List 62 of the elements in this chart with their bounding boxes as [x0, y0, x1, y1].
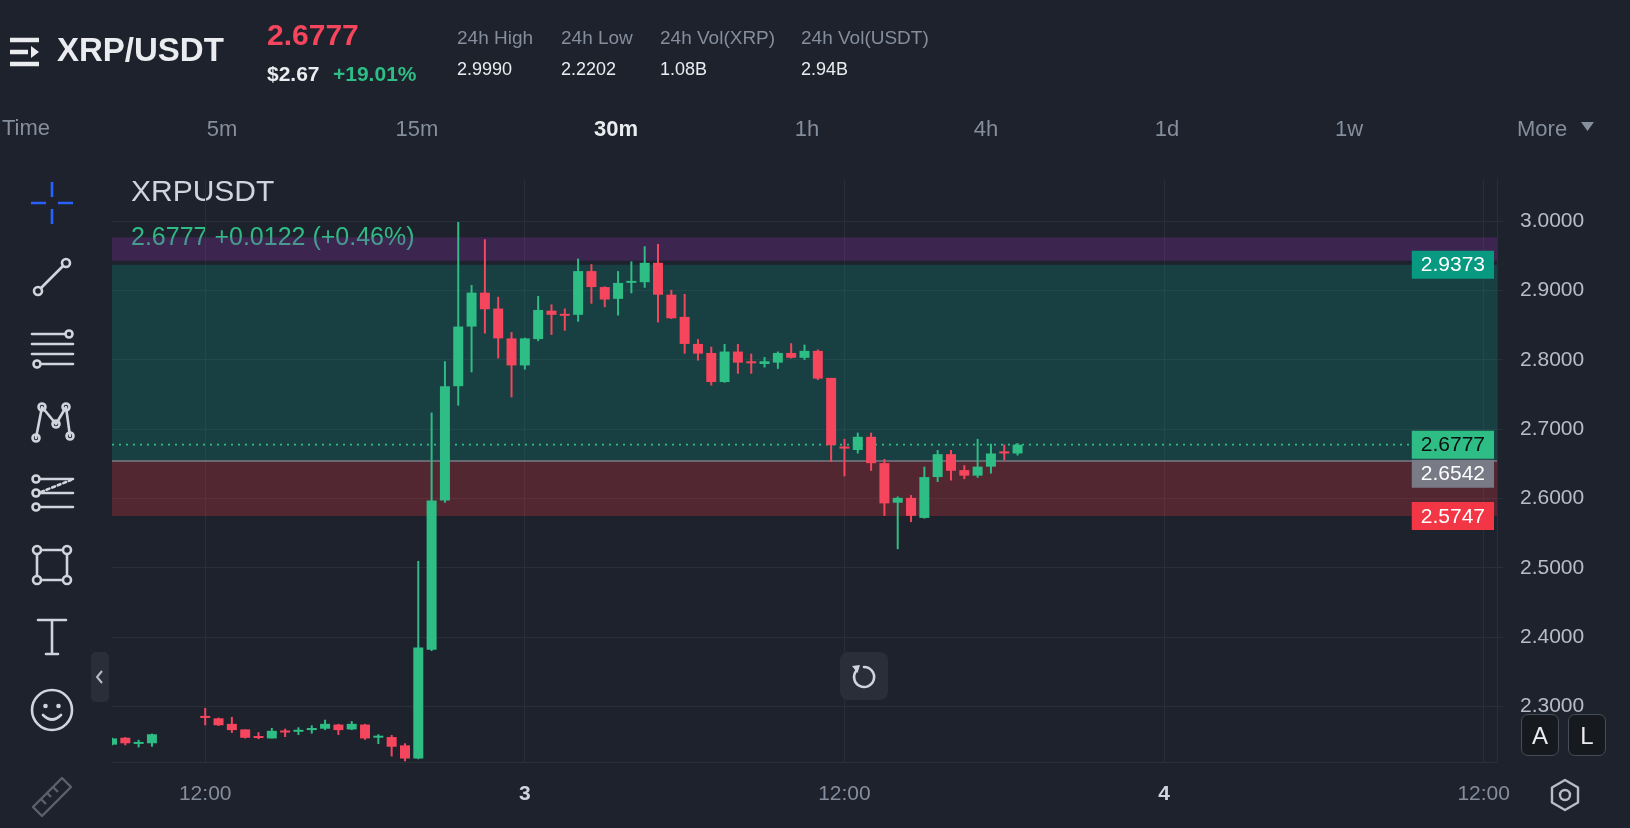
band-label: 2.9373 — [1420, 252, 1485, 276]
y-tick-label: 3.0000 — [1520, 208, 1585, 231]
candlestick — [586, 263, 597, 305]
text: 2.6777 +0.0122 (+0.46%) — [131, 222, 415, 250]
x-tick-label: 12:00 — [818, 781, 871, 805]
candlestick — [892, 495, 903, 551]
text: 1d — [1154, 116, 1180, 141]
text: $2.67 — [267, 62, 320, 85]
y-tick-label: 2.6000 — [1520, 485, 1585, 509]
candlestick — [746, 352, 757, 375]
candlestick — [546, 303, 557, 336]
chart-title: XRPUSDT — [131, 174, 275, 207]
text: 2.94B — [801, 59, 849, 79]
text: 1w — [1334, 116, 1364, 141]
y-tick-label: 2.4000 — [1520, 624, 1585, 647]
x-tick-label: 4 — [1158, 781, 1171, 805]
ref-line-label: 2.6777 — [1420, 432, 1485, 456]
candlestick — [906, 494, 917, 524]
candlestick — [386, 733, 397, 758]
candlestick — [599, 285, 610, 309]
text: 1h — [794, 116, 820, 141]
text: 30m — [593, 116, 639, 141]
candlestick — [839, 437, 850, 478]
y-tick-label: 2.5000 — [1520, 554, 1585, 578]
text: 24h Low — [561, 27, 633, 48]
text: 24h Vol(XRP) — [660, 27, 776, 48]
x-tick-label: 12:00 — [1457, 781, 1510, 805]
y-tick-label: 2.7000 — [1520, 416, 1585, 439]
text: 2.9990 — [457, 59, 513, 79]
candlestick — [399, 742, 410, 762]
text: 2.6777 — [267, 18, 359, 51]
text: 4h — [973, 116, 999, 141]
y-tick-label: 2.8000 — [1520, 346, 1585, 370]
text: 24h Vol(USDT) — [801, 27, 929, 48]
candlestick — [479, 238, 490, 335]
text: +19.01% — [333, 62, 417, 85]
candlestick — [945, 449, 956, 482]
text: A — [1531, 722, 1549, 749]
candlestick — [666, 288, 677, 320]
text: 24h High — [457, 27, 534, 48]
candlestick — [626, 260, 637, 295]
y-tick-label: 2.9000 — [1520, 277, 1585, 301]
candlestick — [639, 245, 650, 289]
candlestick — [932, 449, 943, 483]
y-tick-label: 2.3000 — [1520, 693, 1585, 717]
ref-line-label: 2.6542 — [1420, 461, 1485, 485]
text: 2.2202 — [561, 59, 617, 79]
candlestick — [559, 307, 570, 332]
text: 15m — [395, 116, 439, 141]
text: XRP/USDT — [57, 31, 224, 68]
text: L — [1580, 722, 1594, 749]
candlestick — [613, 270, 624, 317]
text: 1.08B — [660, 59, 708, 79]
band-label: 2.5747 — [1420, 503, 1485, 527]
candlestick — [692, 338, 703, 362]
x-tick-label: 3 — [518, 781, 531, 805]
x-tick-label: 12:00 — [178, 781, 232, 805]
candlestick — [852, 431, 863, 455]
text: 5m — [206, 116, 238, 141]
candlestick — [732, 342, 743, 375]
text: Time — [2, 115, 51, 140]
text: More — [1517, 116, 1568, 141]
